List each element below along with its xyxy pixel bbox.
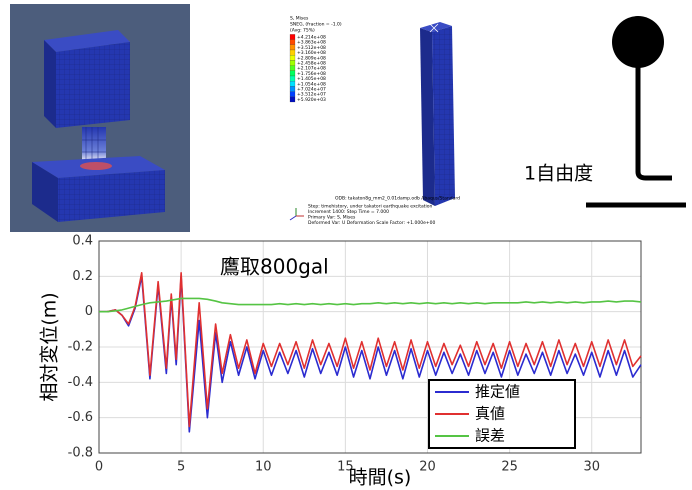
legend-swatch (290, 71, 295, 76)
x-tick-label: 20 (419, 460, 436, 475)
x-tick-label: 30 (583, 460, 600, 475)
legend-level: +1.054e+08 (297, 81, 326, 87)
legend-level: +1.756e+08 (297, 71, 326, 77)
x-tick-label: 10 (255, 460, 272, 475)
legend-swatch (290, 76, 295, 81)
fem-legend: S, Mises SNEG, (fraction = -1.0) (Avg: 7… (290, 16, 342, 103)
fem-column (420, 22, 455, 206)
legend-level: +1.405e+08 (297, 76, 326, 82)
x-tick-label: 25 (501, 460, 518, 475)
fem-info: ODB: takaton8g_mm2_0.01damp.odb Abaqus/S… (308, 196, 460, 227)
legend-label: 推定値 (475, 383, 520, 401)
legend-level: +3.160e+08 (297, 50, 326, 56)
legend-level: +7.024e+07 (297, 87, 326, 93)
model-label: 1自由度 (524, 163, 593, 185)
legend-swatch (290, 97, 295, 102)
legend-level: +2.458e+08 (297, 61, 326, 67)
y-tick-label: -0.8 (68, 446, 93, 461)
info-line: Deformed Var: U Deformation Scale Factor… (308, 220, 435, 226)
y-tick-label: -0.2 (68, 340, 93, 355)
y-axis-title: 相対変位(m) (39, 292, 61, 401)
info-line: ODB: takaton8g_mm2_0.01damp.odb Abaqus/S… (335, 196, 460, 202)
legend-swatch (290, 55, 295, 60)
legend-note: (Avg: 75%) (290, 28, 315, 34)
legend-label: 誤差 (475, 427, 505, 445)
y-tick-label: 0.4 (72, 234, 93, 249)
legend-level: +3.512e+07 (297, 92, 326, 98)
annotation: 鷹取800gal (220, 255, 329, 279)
legend-swatch (290, 86, 295, 91)
legend-swatch (290, 50, 295, 55)
y-tick-label: -0.6 (68, 410, 93, 425)
legend-swatch (290, 81, 295, 86)
legend-level: +4.214e+08 (297, 35, 326, 41)
legend-swatch (290, 40, 295, 45)
info-line: Primary Var: S, Mises (308, 215, 356, 221)
x-tick-label: 5 (177, 460, 185, 475)
legend-level: +5.920e+03 (297, 97, 326, 103)
x-axis-title: 時間(s) (349, 467, 412, 489)
legend-swatch (290, 92, 295, 97)
legend-level: +3.512e+08 (297, 45, 326, 51)
sdof-model: 1自由度 (524, 16, 686, 205)
legend-label: 真値 (475, 405, 505, 423)
legend-level: +3.863e+08 (297, 40, 326, 46)
legend-subtitle: SNEG, (fraction = -1.0) (290, 22, 342, 28)
legend-title: S, Mises (290, 16, 309, 22)
info-line: Step: timehistory, under takatori earthq… (308, 204, 433, 210)
y-tick-label: 0.2 (72, 269, 93, 284)
axis-triad (290, 208, 304, 220)
figure: S, Mises SNEG, (fraction = -1.0) (Avg: 7… (0, 0, 692, 490)
legend-swatch (290, 45, 295, 50)
y-tick-label: -0.4 (68, 375, 93, 390)
legend-swatch (290, 34, 295, 39)
x-tick-label: 0 (95, 460, 103, 475)
info-line: Increment 1400: Step Time = 7.000 (308, 209, 389, 215)
fem-view (10, 4, 190, 232)
legend-level: +2.809e+08 (297, 55, 326, 61)
y-tick-label: 0 (85, 304, 93, 319)
legend-level: +2.107e+08 (297, 66, 326, 72)
legend-swatch (290, 60, 295, 65)
legend-swatch (290, 66, 295, 71)
